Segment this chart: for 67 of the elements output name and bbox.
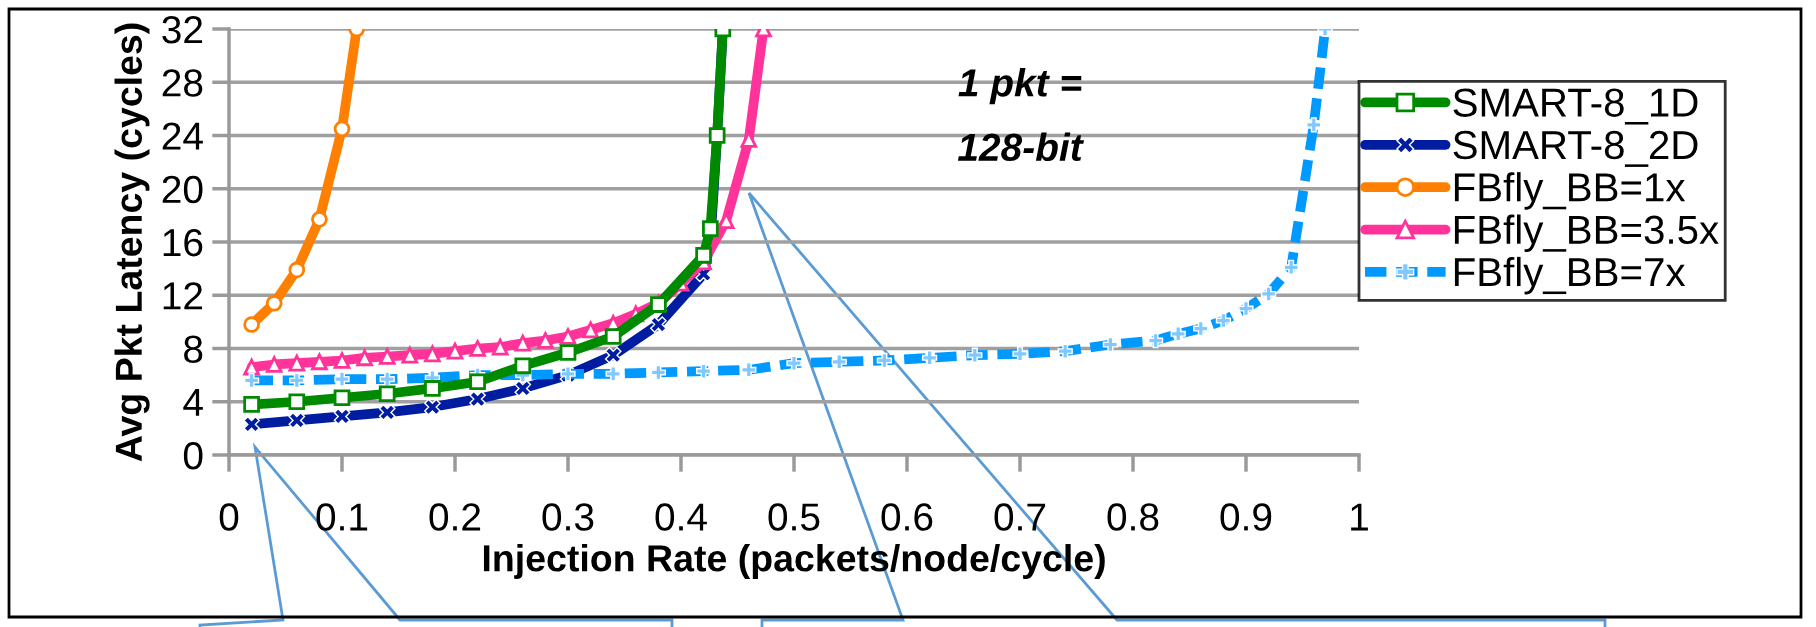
x-tick-label: 1 bbox=[1351, 503, 1368, 531]
y-tick-label: 12 bbox=[163, 282, 203, 310]
point bbox=[243, 316, 260, 333]
point bbox=[333, 389, 351, 407]
point bbox=[650, 316, 667, 333]
point bbox=[333, 120, 351, 138]
x-tick-label: 0.8 bbox=[1107, 503, 1159, 531]
point bbox=[469, 390, 486, 408]
point bbox=[695, 246, 712, 264]
y-tick-label: 24 bbox=[162, 122, 203, 150]
point bbox=[469, 340, 486, 357]
point bbox=[311, 353, 328, 371]
point bbox=[559, 344, 577, 361]
y-tick-label: 4 bbox=[183, 389, 203, 416]
point bbox=[604, 328, 622, 345]
point bbox=[378, 404, 396, 421]
point bbox=[265, 356, 283, 373]
point bbox=[356, 349, 373, 367]
y-tick-label: 16 bbox=[163, 228, 203, 257]
y-tick-label: 32 bbox=[162, 15, 203, 44]
x-tick-label: 0.1 bbox=[316, 503, 368, 531]
point bbox=[311, 211, 328, 228]
point bbox=[288, 261, 306, 279]
x-tick-label: 0.2 bbox=[429, 503, 481, 531]
point bbox=[469, 373, 486, 391]
point bbox=[333, 408, 351, 425]
x-tick-label: 0 bbox=[219, 503, 239, 531]
point bbox=[702, 220, 719, 238]
point bbox=[401, 346, 419, 364]
point bbox=[424, 380, 441, 397]
point bbox=[604, 346, 622, 364]
legend-label: SMART-8_2D bbox=[1453, 130, 1698, 167]
y-axis-title: Avg Pkt Latency (cycles) bbox=[114, 23, 150, 462]
point bbox=[537, 332, 554, 349]
x-tick-label: 0.9 bbox=[1220, 503, 1272, 531]
point bbox=[265, 294, 283, 312]
x-tick-label: 0.5 bbox=[768, 503, 820, 531]
point bbox=[243, 416, 260, 433]
point bbox=[581, 319, 599, 339]
point bbox=[243, 358, 260, 376]
point bbox=[333, 352, 351, 369]
y-tick-label: 20 bbox=[162, 175, 203, 204]
x-tick-label: 0.4 bbox=[655, 503, 707, 531]
point bbox=[446, 342, 464, 360]
point bbox=[424, 345, 441, 363]
point bbox=[288, 393, 306, 411]
x-tick-label: 0.3 bbox=[542, 503, 594, 531]
legend-label: FBfly_BB=7x bbox=[1454, 256, 1686, 295]
point bbox=[424, 398, 441, 416]
y-tick-label: 0 bbox=[183, 441, 203, 470]
point bbox=[491, 338, 509, 356]
point bbox=[514, 357, 532, 375]
point bbox=[559, 328, 577, 345]
point bbox=[514, 380, 532, 397]
point bbox=[243, 396, 260, 413]
y-tick-label: 8 bbox=[184, 335, 203, 363]
point bbox=[378, 348, 396, 365]
point bbox=[288, 412, 306, 429]
legend-label: SMART-8_1D bbox=[1453, 88, 1698, 125]
point bbox=[288, 354, 306, 372]
legend-label: FBfly_BB=1x bbox=[1454, 172, 1686, 210]
annotation: 1 pkt = 128-bit bbox=[957, 68, 1085, 162]
x-tick-label: 0.6 bbox=[881, 503, 933, 531]
point bbox=[378, 385, 396, 403]
legend-label: FBfly_BB=3.5x bbox=[1454, 214, 1719, 253]
point bbox=[514, 334, 532, 352]
y-tick-label: 28 bbox=[162, 69, 203, 97]
